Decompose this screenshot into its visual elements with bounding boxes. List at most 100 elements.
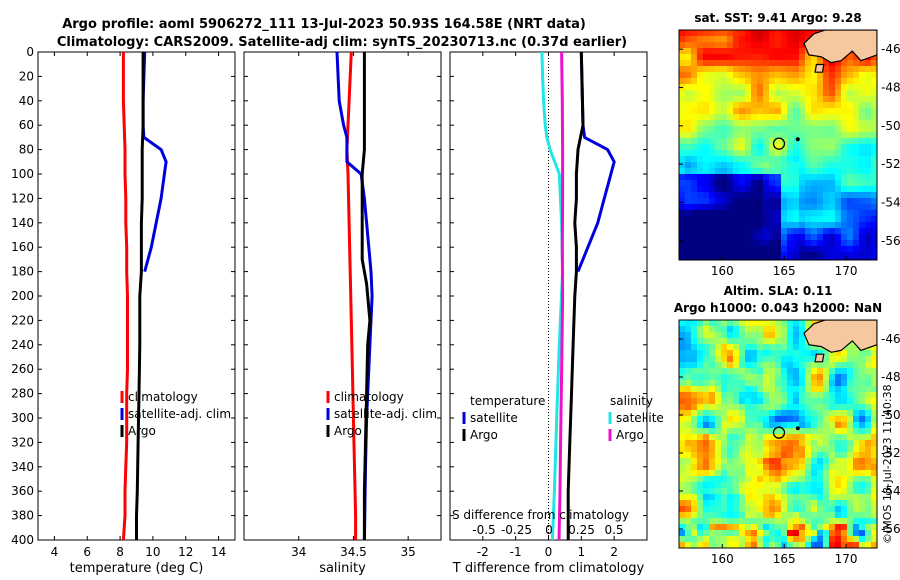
temperature-panel: 0 20 40 60 80 100 120 140 160 180 200 220 240 260 280 3…: [11, 45, 236, 576]
y-tick-label: 360: [11, 484, 34, 498]
y-tick-label: -54: [881, 484, 900, 498]
s-tick-label: 0: [545, 523, 553, 537]
argo-marker: [772, 137, 786, 150]
s-tick-label: -0.25: [501, 523, 532, 537]
x-tick-label: 35: [401, 545, 416, 559]
x-tick-label: 34.5: [340, 545, 367, 559]
series-temperature-argo: [566, 51, 585, 540]
y-tick-label: -50: [881, 119, 900, 133]
x-tick-label: 160: [711, 552, 734, 566]
x-axis-label: temperature (deg C): [70, 561, 204, 576]
y-tick-label: 300: [11, 411, 34, 425]
legend-label: satellite-adj. clim: [128, 407, 231, 421]
land: [803, 320, 877, 353]
y-tick-label: 200: [11, 289, 34, 303]
y-tick-label: -46: [881, 332, 900, 346]
map-field: [679, 30, 877, 260]
y-tick-label: 80: [19, 143, 34, 157]
title-line-2: Climatology: CARS2009. Satellite-adj cli…: [57, 35, 627, 50]
legend-title-temperature: temperature: [470, 394, 545, 408]
series-climatology: [121, 52, 129, 541]
x-tick-label: 170: [835, 552, 858, 566]
x-tick-label: 170: [835, 264, 858, 278]
x-tick-label: 165: [773, 264, 796, 278]
series-argo: [360, 52, 372, 540]
legend-label: satellite-adj. clim: [334, 407, 437, 421]
y-tick-label: -50: [881, 408, 900, 422]
y-tick-label: -46: [881, 42, 900, 56]
y-tick-label: 400: [11, 533, 34, 547]
y-tick-label: -56: [881, 234, 900, 248]
x-tick-label: -2: [477, 545, 489, 559]
y-tick-label: 0: [26, 45, 34, 59]
sla-map-title: Altim. SLA: 0.11: [724, 284, 833, 298]
y-tick-label: -48: [881, 81, 900, 95]
salinity-panel: 34 34.5 35 salinity climatology satellite-adj…: [243, 51, 442, 576]
y-tick-label: 220: [11, 313, 34, 327]
auckland-islands: [795, 426, 800, 431]
x-tick-label: -1: [510, 545, 522, 559]
y-tick-label: -48: [881, 370, 900, 384]
argo-marker: [772, 426, 786, 439]
y-tick-label: 160: [11, 240, 34, 254]
y-tick-label: 340: [11, 460, 34, 474]
x-tick-label: 12: [178, 545, 193, 559]
title-line-1: Argo profile: aoml 5906272_111 13-Jul-20…: [62, 17, 586, 32]
sla-map-subtitle: Argo h1000: 0.043 h2000: NaN: [674, 301, 882, 315]
difference-panel: -2 -1 0 1 2 T difference from climatology temp…: [449, 51, 664, 576]
y-tick-label: 240: [11, 338, 34, 352]
x-tick-label: 14: [211, 545, 226, 559]
sla-map: 160 165 170 -46 -48 -50 -52 -54 -56: [678, 319, 900, 566]
legend-label: Argo: [128, 424, 156, 438]
legend-title-salinity: salinity: [610, 394, 653, 408]
sst-map-title: sat. SST: 9.41 Argo: 9.28: [694, 11, 861, 25]
x-tick-label: 8: [116, 545, 124, 559]
map-frame: [678, 29, 878, 261]
x-axis-label: salinity: [319, 561, 366, 576]
legend-label: Argo: [334, 424, 362, 438]
map-field: [679, 320, 877, 548]
map-frame: [678, 319, 878, 549]
legend-label: Argo: [470, 428, 498, 442]
legend-label: climatology: [334, 390, 404, 404]
island: [814, 353, 825, 363]
series-argo: [135, 52, 145, 540]
x-tick-label: 0: [545, 545, 553, 559]
y-tick-label: 20: [19, 69, 34, 83]
s-tick-label: -0.5: [472, 523, 495, 537]
y-tick-label: -56: [881, 522, 900, 536]
auckland-islands: [795, 137, 800, 142]
y-tick-label: 60: [19, 118, 34, 132]
watermark: ©IMOS 18-Jul-2023 11:40:38: [881, 384, 894, 544]
x-tick-label: 6: [83, 545, 91, 559]
y-tick-label: 140: [11, 216, 34, 230]
top-axis-label: S difference from climatology: [452, 508, 629, 522]
sst-map: 160 165 170 -46 -48 -50 -52 -54 -56: [678, 29, 900, 278]
y-tick-label: 260: [11, 362, 34, 376]
x-tick-label: 160: [711, 264, 734, 278]
x-axis-label: T difference from climatology: [452, 561, 645, 576]
legend-label: climatology: [128, 390, 198, 404]
island: [814, 63, 825, 73]
series-salinity-argo: [557, 51, 565, 541]
y-tick-label: 40: [19, 94, 34, 108]
legend-label: satellite: [616, 411, 664, 425]
y-tick-label: 320: [11, 435, 34, 449]
series-salinity-satellite: [540, 51, 565, 541]
y-tick-label: 380: [11, 509, 34, 523]
s-tick-label: 0.25: [568, 523, 595, 537]
y-tick-label: 120: [11, 191, 34, 205]
plot-frame: [243, 51, 442, 541]
y-tick-label: 100: [11, 167, 34, 181]
x-tick-label: 10: [145, 545, 160, 559]
s-tick-label: 0.5: [604, 523, 623, 537]
legend-label: satellite: [470, 411, 518, 425]
y-tick-label: 280: [11, 387, 34, 401]
y-tick-label: -52: [881, 446, 900, 460]
land: [803, 30, 877, 64]
series-temperature-satellite: [576, 51, 616, 273]
series-climatology: [345, 51, 358, 540]
x-tick-label: 34: [291, 545, 306, 559]
legend-label: Argo: [616, 428, 644, 442]
